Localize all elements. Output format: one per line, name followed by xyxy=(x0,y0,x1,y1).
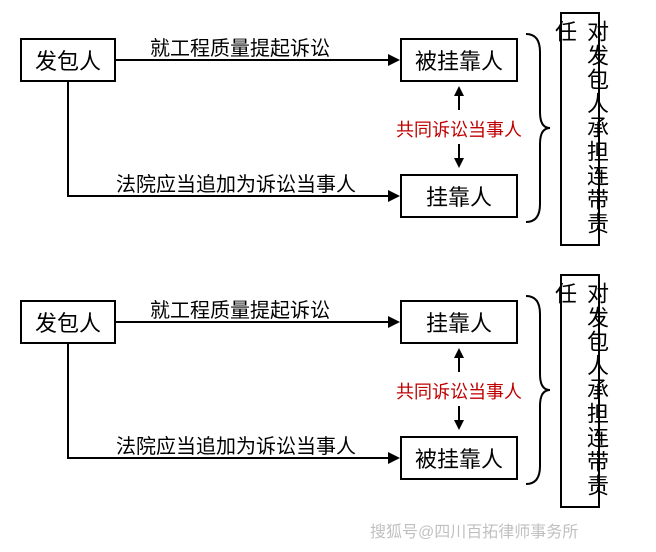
d1-right-top-box: 被挂靠人 xyxy=(400,38,518,82)
d2-left-box: 发包人 xyxy=(20,300,116,344)
d1-right-bottom-box: 挂靠人 xyxy=(400,174,518,218)
d1-vline xyxy=(67,82,69,197)
d1-mid-vline-top xyxy=(458,96,460,110)
d2-mid-arrow-up xyxy=(454,348,464,358)
d1-mid-arrow-down xyxy=(454,158,464,168)
d1-top-label: 就工程质量提起诉讼 xyxy=(150,32,330,61)
d1-bottom-label: 法院应当追加为诉讼当事人 xyxy=(116,168,356,197)
d2-right-vtext: 对发包人承担连带责任 xyxy=(560,274,600,508)
d2-top-arrow xyxy=(388,316,400,328)
d1-bottom-arrow xyxy=(388,190,400,202)
d1-right-vtext: 对发包人承担连带责任 xyxy=(560,12,600,246)
d1-mid-red-label: 共同诉讼当事人 xyxy=(396,116,522,142)
d2-bottom-arrow xyxy=(388,452,400,464)
d1-top-arrow xyxy=(388,54,400,66)
d2-top-label: 就工程质量提起诉讼 xyxy=(150,294,330,323)
d1-left-box: 发包人 xyxy=(20,38,116,82)
d2-bottom-label: 法院应当追加为诉讼当事人 xyxy=(116,430,356,459)
d1-mid-arrow-up xyxy=(454,86,464,96)
d2-mid-vline-top xyxy=(458,358,460,372)
d1-mid-vline-bot xyxy=(458,144,460,158)
d2-vline xyxy=(67,344,69,459)
d2-mid-red-label: 共同诉讼当事人 xyxy=(396,378,522,404)
d2-right-top-box: 挂靠人 xyxy=(400,300,518,344)
d2-mid-arrow-down xyxy=(454,420,464,430)
d2-mid-vline-bot xyxy=(458,406,460,420)
d2-right-bottom-box: 被挂靠人 xyxy=(400,436,518,480)
watermark: 搜狐号@四川百拓律师事务所 xyxy=(370,518,578,542)
